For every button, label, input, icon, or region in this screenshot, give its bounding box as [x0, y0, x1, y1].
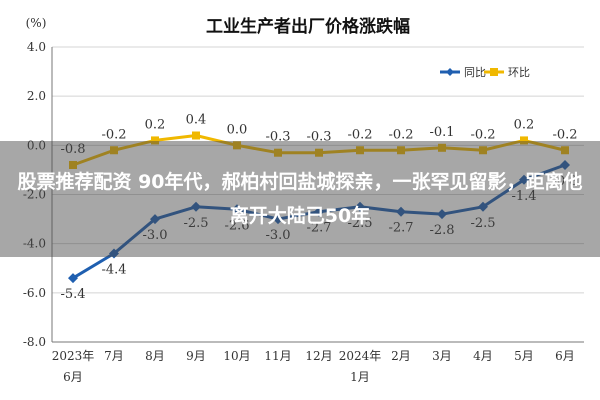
data-point-yoy — [232, 204, 242, 215]
data-point-yoy — [437, 209, 447, 220]
data-label-yoy: -1.4 — [511, 189, 536, 204]
data-point-yoy — [273, 214, 283, 225]
data-point-mom — [69, 161, 77, 169]
x-tick-label: 11月 — [264, 349, 291, 363]
data-label-yoy: -2.7 — [388, 221, 413, 236]
y-tick-label: 0.0 — [27, 138, 46, 152]
data-label-mom: 0.0 — [227, 122, 248, 137]
data-point-mom — [274, 148, 282, 157]
data-labels: -5.4 -4.4 -3.0 -2.5 -2.6 -3.0 -2.7 -2.5 -2.7 -2.8… — [60, 113, 577, 303]
article-title-banner[interactable]: 股票推荐配资 90年代，郝柏村回盐城探亲，一张罕见留影，距离他离开大陆已50年 — [0, 141, 600, 257]
y-tick-label: -6.0 — [23, 286, 46, 300]
data-point-mom — [438, 143, 446, 152]
legend: 同比 环比 — [440, 66, 530, 79]
data-label-yoy: -3.0 — [265, 228, 290, 243]
data-label-mom: 0.2 — [145, 117, 166, 132]
legend-swatch-marker — [490, 68, 498, 76]
y-tick-label: -8.0 — [23, 335, 46, 349]
data-label-mom: -0.2 — [552, 127, 577, 142]
x-tick-label: 2024年 — [339, 349, 382, 363]
y-unit-label: (%) — [26, 16, 47, 30]
data-point-yoy — [396, 206, 406, 217]
y-tick-label: 4.0 — [27, 40, 46, 54]
data-point-mom — [397, 146, 405, 155]
data-label-mom: 0.2 — [514, 117, 535, 132]
data-point-yoy — [191, 201, 201, 212]
data-label-yoy: -2.5 — [347, 216, 372, 231]
data-point-mom — [520, 136, 528, 145]
data-label-yoy: -2.5 — [470, 216, 495, 231]
data-point-mom — [110, 146, 118, 155]
chart-title: 工业生产者出厂价格涨跌幅 — [206, 16, 410, 37]
data-label-yoy: -3.0 — [142, 228, 167, 243]
x-tick-label: 7月 — [104, 349, 124, 363]
data-point-yoy — [355, 201, 365, 212]
y-tick-label: -4.0 — [23, 237, 46, 251]
legend-label: 同比 — [464, 66, 486, 79]
x-tick-label: 12月 — [305, 349, 332, 363]
x-tick-label: 2023年 — [52, 349, 95, 363]
data-label-mom: -0.2 — [470, 127, 495, 142]
axes: 4.0 2.0 0.0 -2.0 -4.0 -6.0 -8.0 2023年 6月 7月 8月 9月 10… — [23, 40, 584, 384]
data-label-yoy: -2.7 — [306, 221, 331, 236]
data-point-yoy — [478, 201, 488, 212]
data-point-mom — [233, 141, 241, 150]
data-point-mom — [479, 146, 487, 155]
data-label-mom: -0.2 — [388, 127, 413, 142]
data-point-mom — [561, 146, 569, 155]
data-point-yoy — [150, 214, 160, 225]
x-tick-label: 10月 — [223, 349, 250, 363]
data-label-yoy: -4.4 — [101, 263, 126, 278]
data-label-yoy: -0.8 — [552, 174, 577, 189]
data-label-yoy: -5.4 — [60, 287, 85, 302]
x-tick-label-second-line: 6月 — [63, 370, 83, 384]
data-point-mom — [192, 131, 200, 140]
x-tick-label: 2月 — [391, 349, 411, 363]
x-tick-label: 3月 — [432, 349, 452, 363]
data-label-mom: -0.8 — [60, 142, 85, 157]
data-point-yoy — [519, 174, 529, 185]
data-label-mom: 0.4 — [186, 113, 207, 128]
data-point-yoy — [560, 160, 570, 170]
data-point-yoy — [68, 273, 78, 284]
legend-swatch-marker — [446, 68, 454, 76]
data-point-mom — [151, 136, 159, 145]
article-title-text: 股票推荐配资 90年代，郝柏村回盐城探亲，一张罕见留影，距离他离开大陆已50年 — [17, 171, 583, 227]
series-layer — [68, 131, 570, 284]
y-tick-label: -2.0 — [23, 188, 46, 202]
data-label-yoy: -2.8 — [429, 223, 454, 238]
data-label-mom: -0.3 — [265, 130, 290, 145]
x-tick-label: 6月 — [555, 349, 575, 363]
data-label-mom: -0.2 — [101, 127, 126, 142]
legend-label: 环比 — [508, 66, 530, 79]
x-tick-label: 4月 — [473, 349, 493, 363]
data-point-mom — [315, 148, 323, 157]
data-label-mom: -0.2 — [347, 127, 372, 142]
data-label-mom: -0.3 — [306, 130, 331, 145]
data-label-mom: -0.1 — [429, 125, 454, 140]
x-tick-label-second-line: 1月 — [350, 370, 370, 384]
data-point-yoy — [109, 248, 119, 259]
x-tick-label: 8月 — [145, 349, 165, 363]
y-tick-label: 2.0 — [27, 89, 46, 103]
data-point-mom — [356, 146, 364, 155]
data-point-yoy — [314, 206, 324, 217]
data-label-yoy: -2.5 — [183, 216, 208, 231]
x-tick-label: 9月 — [186, 349, 206, 363]
data-label-yoy: -2.6 — [224, 218, 249, 233]
x-tick-label: 5月 — [514, 349, 534, 363]
